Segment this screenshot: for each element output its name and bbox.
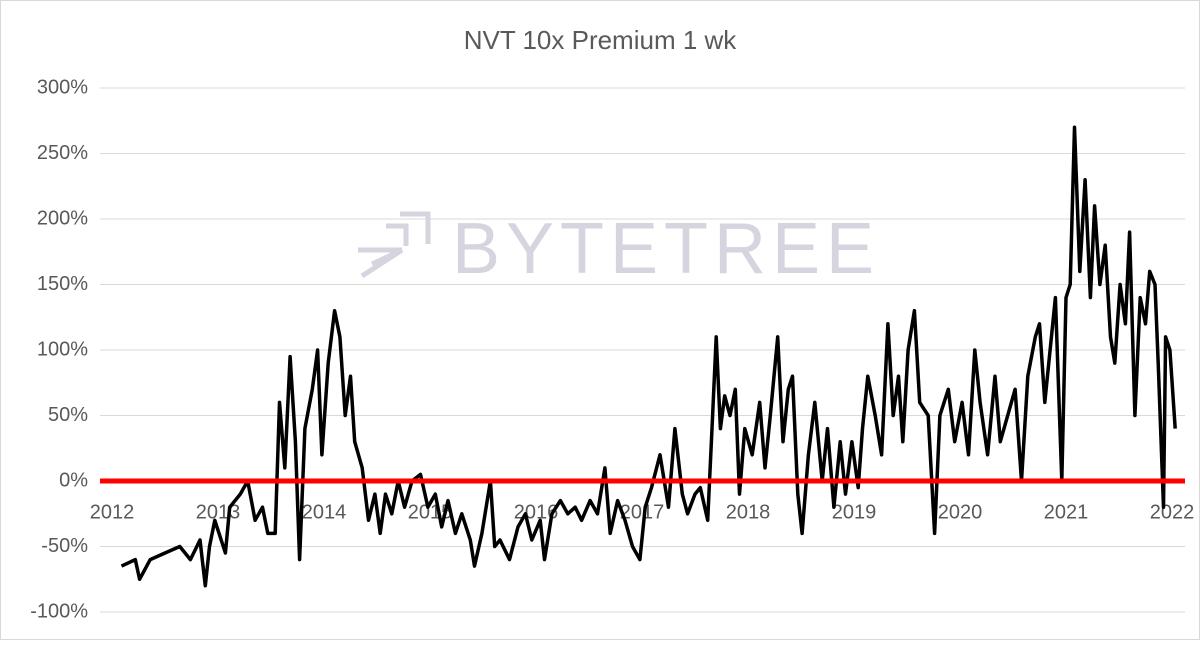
x-tick-label: 2019 bbox=[832, 501, 877, 523]
x-tick-label: 2022 bbox=[1150, 501, 1195, 523]
y-tick-label: -100% bbox=[30, 600, 88, 622]
watermark-icon bbox=[358, 211, 431, 279]
watermark: BYTETREE bbox=[452, 209, 880, 289]
y-tick-label: -50% bbox=[41, 535, 88, 557]
x-tick-label: 2021 bbox=[1044, 501, 1089, 523]
x-tick-label: 2014 bbox=[302, 501, 347, 523]
y-tick-label: 50% bbox=[48, 404, 88, 426]
grid: -100% -50% 0% 50% 100% 150% 200% 250% 300% 2012 20… bbox=[30, 76, 1194, 622]
y-tick-label: 150% bbox=[37, 273, 88, 295]
chart-title: NVT 10x Premium 1 wk bbox=[464, 25, 738, 55]
plot bbox=[100, 125, 1185, 588]
x-tick-label: 2018 bbox=[726, 501, 771, 523]
y-tick-label: 0% bbox=[59, 469, 88, 491]
y-tick-label: 100% bbox=[37, 338, 88, 360]
data-line bbox=[120, 125, 1177, 588]
x-tick-label: 2020 bbox=[938, 501, 983, 523]
y-tick-label: 250% bbox=[37, 142, 88, 164]
y-tick-label: 300% bbox=[37, 76, 88, 98]
x-tick-label: 2017 bbox=[620, 501, 665, 523]
x-tick-label: 2012 bbox=[90, 501, 135, 523]
y-tick-label: 200% bbox=[37, 207, 88, 229]
